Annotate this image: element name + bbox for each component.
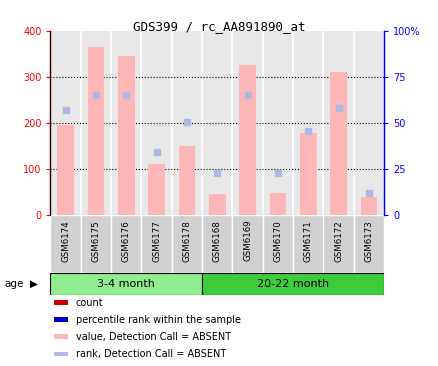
Text: GSM6168: GSM6168 <box>212 220 221 262</box>
Bar <box>54 300 67 305</box>
Bar <box>50 273 201 295</box>
Text: age: age <box>4 279 24 289</box>
Text: GSM6177: GSM6177 <box>152 220 161 262</box>
Text: GSM6174: GSM6174 <box>61 220 70 262</box>
Bar <box>54 351 67 356</box>
Text: 20-22 month: 20-22 month <box>257 279 328 289</box>
Text: 3-4 month: 3-4 month <box>97 279 155 289</box>
Bar <box>148 164 165 215</box>
Bar <box>50 215 81 273</box>
Bar <box>208 194 225 215</box>
Text: GSM6172: GSM6172 <box>333 220 343 262</box>
Text: GSM6173: GSM6173 <box>364 220 373 262</box>
Bar <box>171 215 201 273</box>
Bar <box>329 72 346 215</box>
Text: GSM6170: GSM6170 <box>273 220 282 262</box>
Bar <box>141 215 171 273</box>
Text: value, Detection Call = ABSENT: value, Detection Call = ABSENT <box>75 332 230 342</box>
Bar <box>178 146 195 215</box>
Text: count: count <box>75 298 103 308</box>
Text: GDS399 / rc_AA891890_at: GDS399 / rc_AA891890_at <box>133 20 305 33</box>
Bar <box>262 215 293 273</box>
Bar <box>232 215 262 273</box>
Bar <box>201 215 232 273</box>
Text: GSM6178: GSM6178 <box>182 220 191 262</box>
Bar <box>81 215 111 273</box>
Bar <box>111 215 141 273</box>
Bar <box>54 335 67 339</box>
Bar <box>323 215 353 273</box>
Text: GSM6175: GSM6175 <box>91 220 100 262</box>
Bar <box>353 215 383 273</box>
Text: GSM6176: GSM6176 <box>121 220 131 262</box>
Bar <box>88 47 104 215</box>
Bar <box>269 193 286 215</box>
Bar <box>239 65 255 215</box>
Bar <box>299 133 316 215</box>
Bar <box>360 197 376 215</box>
Bar <box>118 56 134 215</box>
Bar <box>54 317 67 322</box>
Text: rank, Detection Call = ABSENT: rank, Detection Call = ABSENT <box>75 349 225 359</box>
Bar <box>293 215 323 273</box>
Text: GSM6171: GSM6171 <box>303 220 312 262</box>
Text: GSM6169: GSM6169 <box>243 220 251 261</box>
Text: ▶: ▶ <box>30 279 38 289</box>
Text: percentile rank within the sample: percentile rank within the sample <box>75 315 240 325</box>
Bar <box>201 273 383 295</box>
Bar <box>57 124 74 215</box>
